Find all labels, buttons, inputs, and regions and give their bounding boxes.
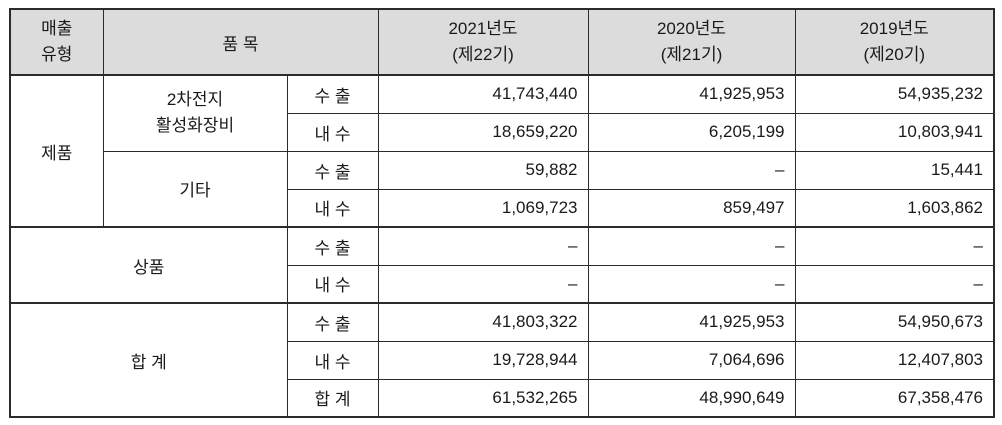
channel-label-domestic: 내 수 xyxy=(286,188,379,228)
row-product-battery-domestic: 내 수 18,659,220 6,205,199 10,803,941 xyxy=(10,112,995,152)
value-cell: – xyxy=(587,226,796,266)
value-cell: 10,803,941 xyxy=(794,112,995,152)
row-goods-export: 상품 수 출 – – – xyxy=(9,226,995,304)
row-product-etc-domestic: 내 수 1,069,723 859,497 1,603,862 xyxy=(10,188,995,228)
value-cell: 6,205,199 xyxy=(587,112,796,152)
value-cell: 7,064,696 xyxy=(587,340,796,380)
value-cell: 15,441 xyxy=(794,150,995,190)
header-row: 매출 유형 품 목 2021년도 (제22기) 2020년도 (제21기) 20… xyxy=(9,8,995,76)
table-body: 제품 2차전지 활성화장비 수 출 41,743,440 41,925,953 … xyxy=(9,74,995,418)
value-cell: – xyxy=(794,264,995,304)
value-cell: 41,925,953 xyxy=(587,302,796,342)
row-product-battery-export: 제품 2차전지 활성화장비 수 출 41,743,440 41,925,953 … xyxy=(9,74,995,228)
value-cell: 41,743,440 xyxy=(377,74,589,114)
group-label-total: 합 계 xyxy=(9,302,288,418)
channel-label-export: 수 출 xyxy=(286,74,379,114)
channel-label-export: 수 출 xyxy=(286,302,379,342)
channel-label-sum: 합 계 xyxy=(286,378,379,418)
value-cell: – xyxy=(377,264,589,304)
row-product-etc-export: 기타 수 출 59,882 – 15,441 xyxy=(10,150,995,228)
row-total-export: 합 계 수 출 41,803,322 41,925,953 54,950,673 xyxy=(9,302,995,418)
item-label-battery-equipment: 2차전지 활성화장비 xyxy=(102,74,288,152)
value-cell: – xyxy=(794,226,995,266)
item-label-etc: 기타 xyxy=(102,150,288,228)
value-cell: – xyxy=(377,226,589,266)
channel-label-export: 수 출 xyxy=(286,226,379,266)
value-cell: 19,728,944 xyxy=(377,340,589,380)
value-cell: 48,990,649 xyxy=(587,378,796,418)
row-total-sum: 합 계 61,532,265 48,990,649 67,358,476 xyxy=(10,378,995,418)
row-goods-domestic: 내 수 – – – xyxy=(10,264,995,304)
group-label-goods: 상품 xyxy=(9,226,288,304)
row-total-domestic: 내 수 19,728,944 7,064,696 12,407,803 xyxy=(10,340,995,380)
value-cell: 54,935,232 xyxy=(794,74,995,114)
header-year-2019: 2019년도 (제20기) xyxy=(794,8,995,76)
revenue-by-sales-type-table: 매출 유형 품 목 2021년도 (제22기) 2020년도 (제21기) 20… xyxy=(9,8,996,418)
value-cell: 1,069,723 xyxy=(377,188,589,228)
value-cell: 59,882 xyxy=(377,150,589,190)
value-cell: – xyxy=(587,264,796,304)
header-year-2021: 2021년도 (제22기) xyxy=(377,8,589,76)
value-cell: 54,950,673 xyxy=(794,302,995,342)
value-cell: 41,925,953 xyxy=(587,74,796,114)
channel-label-domestic: 내 수 xyxy=(286,340,379,380)
value-cell: 18,659,220 xyxy=(377,112,589,152)
channel-label-domestic: 내 수 xyxy=(286,264,379,304)
value-cell: – xyxy=(587,150,796,190)
header-sales-type: 매출 유형 xyxy=(9,8,104,76)
table-header: 매출 유형 품 목 2021년도 (제22기) 2020년도 (제21기) 20… xyxy=(9,8,995,76)
value-cell: 12,407,803 xyxy=(794,340,995,380)
channel-label-domestic: 내 수 xyxy=(286,112,379,152)
value-cell: 67,358,476 xyxy=(794,378,995,418)
header-year-2020: 2020년도 (제21기) xyxy=(587,8,796,76)
group-label-product: 제품 xyxy=(9,74,104,228)
value-cell: 61,532,265 xyxy=(377,378,589,418)
value-cell: 41,803,322 xyxy=(377,302,589,342)
header-item: 품 목 xyxy=(102,8,379,76)
value-cell: 1,603,862 xyxy=(794,188,995,228)
value-cell: 859,497 xyxy=(587,188,796,228)
channel-label-export: 수 출 xyxy=(286,150,379,190)
